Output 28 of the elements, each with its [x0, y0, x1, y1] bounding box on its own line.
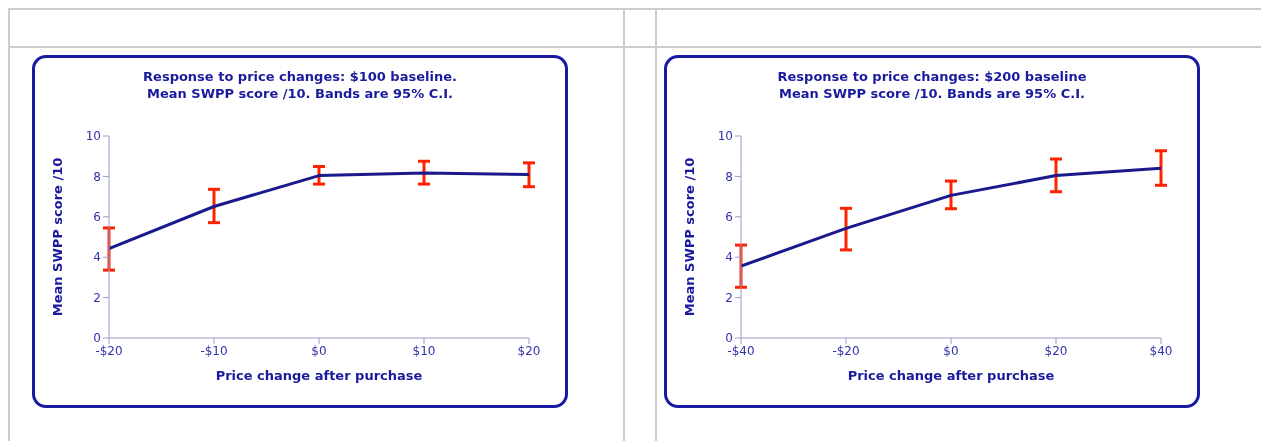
- y-tick-label: 10: [85, 129, 101, 144]
- y-axis-title: Mean SWPP score /10: [49, 157, 65, 317]
- x-tick-label: -$10: [200, 343, 228, 358]
- y-tick-label: 8: [725, 169, 733, 184]
- x-tick-label: $20: [517, 343, 541, 358]
- x-tick-label: -$20: [832, 343, 860, 358]
- chart-title: Response to price changes: $100 baseline. Mean SWPP score /10. Bands are 95% C.I.: [142, 68, 458, 102]
- y-tick-label: 8: [93, 169, 101, 184]
- x-tick-label: $10: [412, 343, 436, 358]
- x-axis-title: Price change after purchase: [215, 368, 423, 383]
- x-tick-label: -$40: [727, 343, 755, 358]
- y-tick-label: 4: [93, 250, 101, 265]
- x-tick-label: $20: [1044, 343, 1068, 358]
- y-tick-label: 10: [717, 129, 733, 144]
- y-tick-label: 0: [725, 331, 733, 346]
- y-tick-label: 2: [725, 290, 733, 305]
- chart-title: Response to price changes: $200 baseline Mean SWPP score /10. Bands are 95% C.I.: [776, 68, 1088, 102]
- y-tick-label: 4: [725, 250, 733, 265]
- x-axis-title: Price change after purchase: [847, 368, 1055, 383]
- y-tick-label: 0: [93, 331, 101, 346]
- x-tick-label: $0: [311, 343, 327, 358]
- y-tick-label: 6: [725, 210, 733, 225]
- x-tick-label: $0: [943, 343, 959, 358]
- x-tick-label: $40: [1149, 343, 1173, 358]
- y-tick-label: 6: [93, 210, 101, 225]
- x-tick-label: -$20: [95, 343, 123, 358]
- y-axis-title: Mean SWPP score /10: [681, 157, 697, 317]
- y-tick-label: 2: [93, 290, 101, 305]
